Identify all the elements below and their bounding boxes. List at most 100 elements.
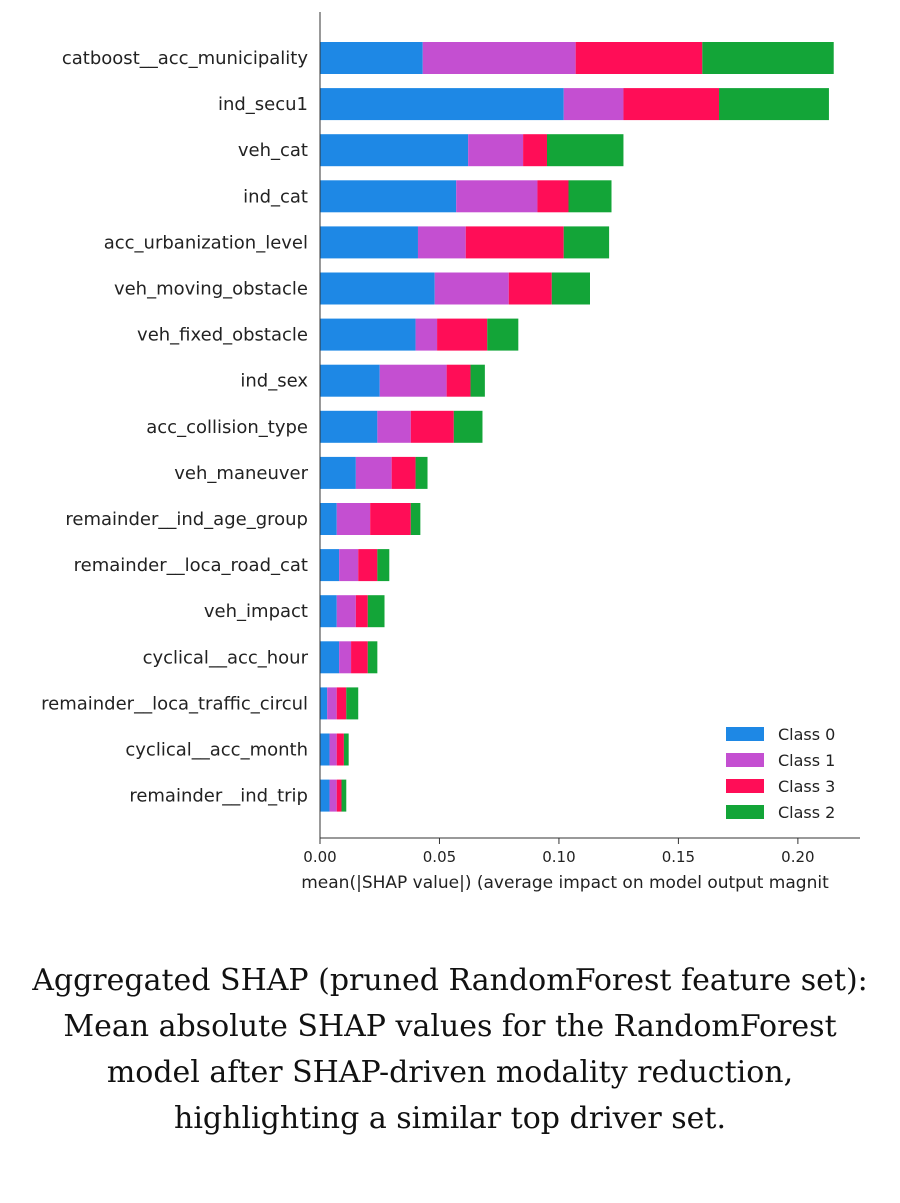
bar-segment-class-1 [379, 364, 447, 397]
x-axis-label: mean(|SHAP value|) (average impact on mo… [301, 873, 829, 893]
x-tick-label: 0.10 [542, 848, 575, 866]
figure-caption: Aggregated SHAP (pruned RandomForest fea… [32, 963, 868, 1136]
bar-segment-class-2 [537, 180, 569, 213]
bar-segment-class-1 [329, 733, 337, 766]
bar-segment-class-3 [367, 641, 378, 674]
bar-segment-class-1 [422, 42, 576, 74]
bar-segment-class-1 [415, 318, 438, 351]
bar-segment-class-2 [391, 456, 416, 489]
bar-segment-class-0 [320, 226, 418, 259]
bar-segment-class-1 [417, 226, 466, 259]
bar-segment-class-2 [465, 226, 564, 259]
feature-label: remainder__ind_age_group [65, 509, 308, 530]
legend-label: Class 1 [778, 751, 835, 770]
bar-segment-class-0 [320, 134, 469, 167]
shap-bar-chart: catboost__acc_municipality ind_secu1 veh_c… [41, 12, 860, 893]
bar-segment-class-1 [456, 180, 538, 213]
bar-segment-class-2 [623, 88, 720, 121]
feature-label: veh_fixed_obstacle [137, 325, 308, 346]
legend-swatch [726, 727, 764, 741]
x-tick-label: 0.20 [781, 848, 814, 866]
bar-segment-class-1 [355, 456, 392, 489]
x-ticks: 0.00 0.05 0.10 0.15 0.20 [303, 838, 815, 866]
bar-segment-class-0 [320, 779, 330, 812]
feature-label: cyclical__acc_month [125, 740, 308, 761]
feature-labels: catboost__acc_municipality ind_secu1 veh_c… [41, 48, 308, 807]
bar-segment-class-3 [367, 595, 385, 628]
bar-segment-class-0 [320, 364, 380, 397]
feature-label: ind_sex [240, 371, 308, 392]
bar-segment-class-3 [719, 88, 829, 121]
bar-segment-class-2 [370, 503, 411, 535]
feature-label: ind_cat [243, 186, 308, 207]
bar-segment-class-2 [336, 779, 342, 812]
bar-segment-class-3 [487, 318, 519, 351]
bar-segment-class-3 [470, 364, 485, 397]
bar-segment-class-0 [320, 180, 457, 213]
legend-swatch [726, 805, 764, 819]
bar-segment-class-3 [568, 180, 612, 213]
bar-segment-class-2 [523, 134, 547, 167]
feature-label: remainder__loca_traffic_circul [41, 693, 308, 714]
bar-segment-class-0 [320, 88, 564, 121]
feature-label: catboost__acc_municipality [62, 48, 308, 69]
bar-segment-class-1 [434, 272, 509, 305]
bar-segment-class-1 [339, 641, 352, 674]
bar-segment-class-1 [468, 134, 524, 167]
bar-segment-class-0 [320, 410, 378, 443]
bar-segment-class-2 [336, 687, 347, 720]
bar-segment-class-2 [575, 42, 703, 74]
bar-segment-class-3 [377, 549, 390, 582]
legend-swatch [726, 779, 764, 793]
bar-segment-class-0 [320, 641, 340, 674]
bar-segment-class-3 [453, 410, 483, 443]
feature-label: veh_maneuver [174, 463, 308, 484]
bar-segment-class-0 [320, 456, 356, 489]
legend-label: Class 2 [778, 803, 835, 822]
bar-segment-class-3 [343, 733, 349, 766]
bar-segment-class-2 [446, 364, 471, 397]
feature-label: remainder__loca_road_cat [74, 555, 308, 576]
bar-segment-class-3 [341, 779, 347, 812]
bar-segment-class-0 [320, 595, 337, 628]
bar-segment-class-1 [336, 595, 356, 628]
bar-segment-class-0 [320, 687, 328, 720]
bar-segment-class-0 [320, 42, 423, 74]
bar-segment-class-2 [336, 733, 344, 766]
feature-label: veh_impact [204, 601, 308, 622]
x-tick-label: 0.15 [662, 848, 695, 866]
bar-segment-class-1 [563, 88, 624, 121]
legend: Class 0 Class 1 Class 3 Class 2 [726, 725, 835, 822]
bar-segment-class-1 [327, 687, 337, 720]
bar-segment-class-3 [346, 687, 359, 720]
legend-swatch [726, 753, 764, 767]
bar-segment-class-1 [339, 549, 359, 582]
bar-segment-class-3 [410, 503, 421, 535]
feature-label: ind_secu1 [218, 94, 308, 115]
bar-segment-class-3 [551, 272, 590, 305]
bar-segment-class-2 [351, 641, 368, 674]
legend-label: Class 0 [778, 725, 835, 744]
bar-segment-class-3 [702, 42, 834, 74]
bar-segment-class-0 [320, 318, 416, 351]
bar-segment-class-1 [377, 410, 411, 443]
bars-layer [320, 42, 834, 812]
feature-label: remainder__ind_trip [129, 786, 308, 807]
bar-segment-class-0 [320, 503, 337, 535]
bar-segment-class-2 [410, 410, 454, 443]
legend-label: Class 3 [778, 777, 835, 796]
bar-segment-class-0 [320, 733, 330, 766]
feature-label: acc_collision_type [146, 417, 308, 438]
bar-segment-class-3 [563, 226, 610, 259]
feature-label: veh_moving_obstacle [114, 279, 308, 300]
feature-label: acc_urbanization_level [104, 232, 308, 253]
bar-segment-class-1 [336, 503, 371, 535]
feature-label: cyclical__acc_hour [143, 647, 309, 668]
bar-segment-class-2 [508, 272, 552, 305]
bar-segment-class-2 [355, 595, 368, 628]
bar-segment-class-3 [546, 134, 624, 167]
bar-segment-class-2 [437, 318, 488, 351]
bar-segment-class-1 [329, 779, 337, 812]
x-tick-label: 0.00 [303, 848, 336, 866]
x-tick-label: 0.05 [423, 848, 456, 866]
